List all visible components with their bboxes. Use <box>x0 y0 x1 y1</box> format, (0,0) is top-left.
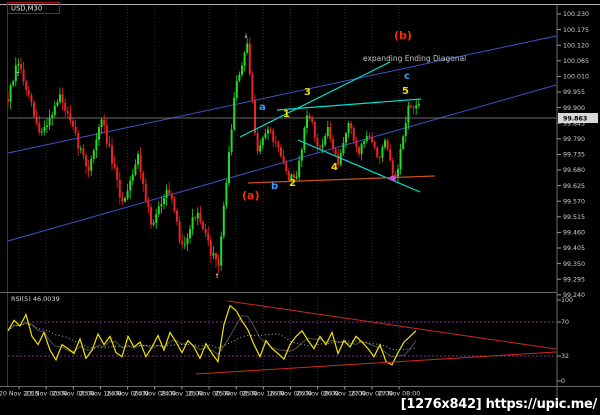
svg-text:99.625: 99.625 <box>563 183 585 190</box>
svg-text:100.065: 100.065 <box>563 58 589 65</box>
svg-text:99.405: 99.405 <box>563 245 585 252</box>
svg-text:99.570: 99.570 <box>563 198 585 205</box>
up-arrow-marker: ↑ <box>15 71 20 78</box>
svg-text:23 Nov 16:00: 23 Nov 16:00 <box>79 391 121 398</box>
label-subwave-b: (b) <box>394 29 412 42</box>
svg-text:99.350: 99.350 <box>563 261 585 268</box>
label-subwave-a: (a) <box>242 189 259 202</box>
down-arrow-marker: ↓ <box>243 33 248 40</box>
svg-text:0: 0 <box>561 378 565 385</box>
blue-channel-lines <box>7 35 557 242</box>
svg-text:25 Nov 16:00: 25 Nov 16:00 <box>242 391 284 398</box>
svg-text:25 Nov 08:00: 25 Nov 08:00 <box>215 391 257 398</box>
symbol-label-frame <box>7 2 60 14</box>
svg-text:99.863: 99.863 <box>563 115 587 122</box>
svg-text:99.790: 99.790 <box>563 136 585 143</box>
svg-text:100: 100 <box>561 297 573 304</box>
rsi-panel: 100 70 32 0 <box>7 297 573 385</box>
svg-text:26 Nov 00:00: 26 Nov 00:00 <box>269 391 311 398</box>
magenta-dot-marker <box>390 175 396 181</box>
label-expanding-ending-diagonal: expanding Ending Diagonal <box>363 54 466 63</box>
rsi-ma-dotted-line <box>7 322 417 351</box>
symbol-label: USD,M30 <box>11 5 42 13</box>
label-wave-a: a <box>259 102 266 113</box>
grid-lines <box>18 6 400 387</box>
svg-text:99.515: 99.515 <box>563 214 585 221</box>
label-wave-2: 2 <box>289 178 296 189</box>
svg-text:27 Nov 00:00: 27 Nov 00:00 <box>351 391 393 398</box>
svg-text:23 Nov 00:00: 23 Nov 00:00 <box>25 391 67 398</box>
chart-markers: ↓ ↑ ↑ <box>15 33 396 280</box>
svg-text:100.120: 100.120 <box>563 42 589 49</box>
svg-text:70: 70 <box>561 319 569 326</box>
svg-text:26 Nov 08:00: 26 Nov 08:00 <box>296 391 338 398</box>
current-price-box <box>558 113 598 123</box>
label-wave-3: 3 <box>304 87 311 98</box>
label-wave-1: 1 <box>283 109 290 120</box>
svg-text:23 Nov 08:00: 23 Nov 08:00 <box>52 391 94 398</box>
svg-text:99.735: 99.735 <box>563 152 585 159</box>
label-wave-5: 5 <box>402 86 409 97</box>
svg-text:99.955: 99.955 <box>563 89 585 96</box>
svg-text:99.460: 99.460 <box>563 230 585 237</box>
svg-text:27 Nov 08:00: 27 Nov 08:00 <box>378 391 420 398</box>
candles-group <box>7 37 420 274</box>
svg-text:99.845: 99.845 <box>563 120 585 127</box>
svg-text:99.295: 99.295 <box>563 276 585 283</box>
rsi-main-line <box>7 304 417 366</box>
watermark: [1276x842] https://upic.me/ <box>400 397 598 412</box>
svg-text:100.230: 100.230 <box>563 11 589 18</box>
label-wave-c: c <box>404 71 410 82</box>
label-wave-b: b <box>271 181 278 192</box>
frame-lines <box>0 4 600 398</box>
price-axis: 100.230 100.175 100.120 100.065 100.010 99.95… <box>557 11 598 299</box>
up-arrow-marker: ↑ <box>214 273 219 280</box>
label-wave-4: 4 <box>331 162 338 173</box>
svg-text:99.900: 99.900 <box>563 105 585 112</box>
svg-text:100.175: 100.175 <box>563 27 589 34</box>
svg-text:25 Nov 00:00: 25 Nov 00:00 <box>188 391 230 398</box>
generated-chart-graphics: ↓ ↑ ↑ 100.230 100.175 100.120 100.065 100.010 99… <box>0 4 600 398</box>
drawn-trendlines <box>239 61 436 193</box>
svg-text:99.240: 99.240 <box>563 292 585 299</box>
svg-text:24 Nov 00:00: 24 Nov 00:00 <box>106 391 148 398</box>
rsi-indicator-label: RSI(5) 46.0039 <box>11 295 60 303</box>
svg-text:24 Nov 08:00: 24 Nov 08:00 <box>134 391 176 398</box>
svg-text:99.680: 99.680 <box>563 167 585 174</box>
svg-text:20 Nov 2015: 20 Nov 2015 <box>0 391 39 398</box>
svg-text:26 Nov 16:00: 26 Nov 16:00 <box>324 391 366 398</box>
svg-text:100.010: 100.010 <box>563 74 589 81</box>
svg-text:24 Nov 16:00: 24 Nov 16:00 <box>161 391 203 398</box>
svg-text:32: 32 <box>561 353 569 360</box>
